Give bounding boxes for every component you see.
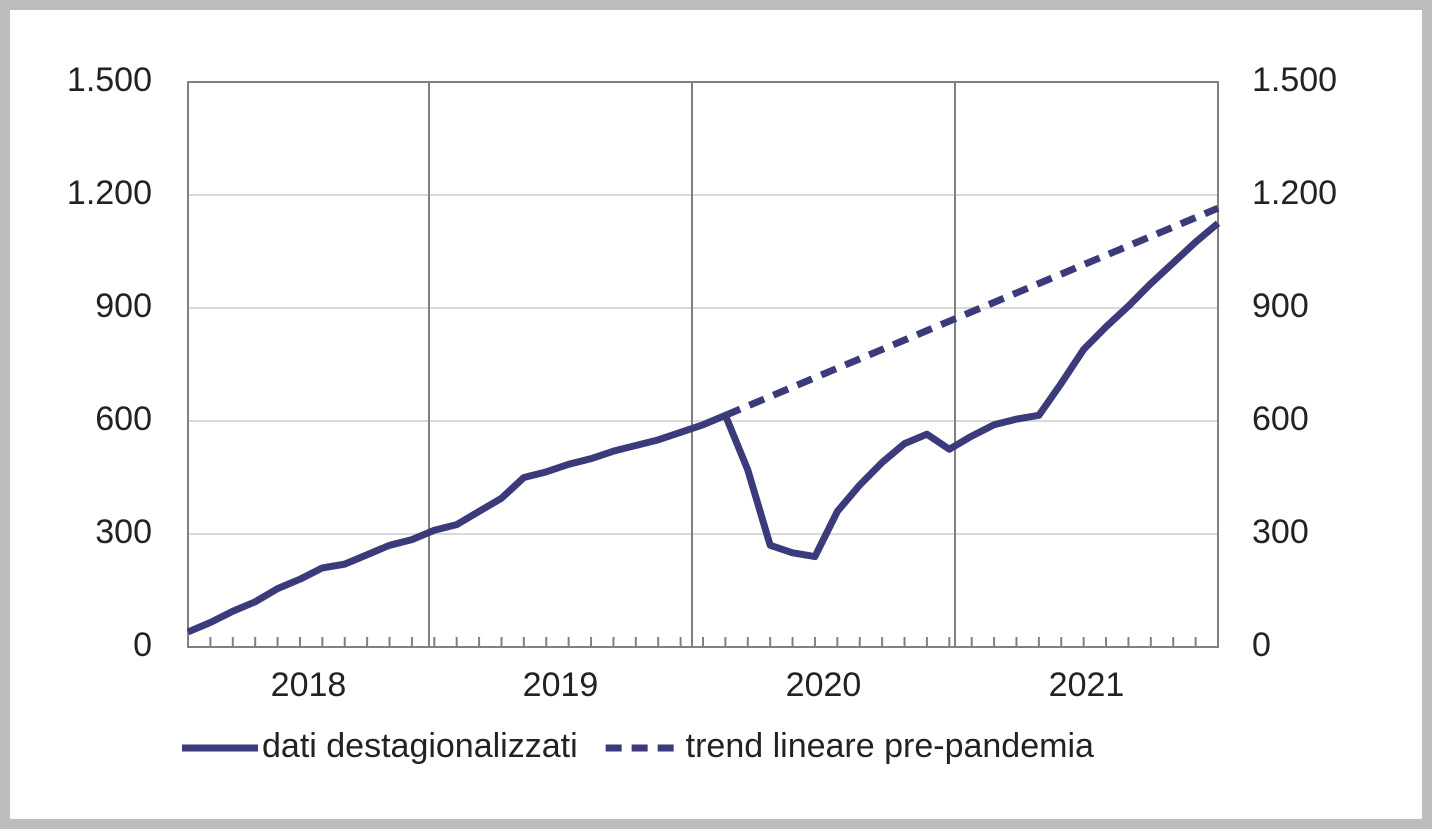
- y-tick-label: 0: [133, 626, 152, 664]
- y2-tick-label: 300: [1252, 513, 1309, 551]
- legend-label: trend lineare pre-pandemia: [686, 727, 1094, 765]
- y-tick-label: 900: [95, 287, 152, 325]
- legend-label: dati destagionalizzati: [262, 727, 578, 765]
- x-group-label: 2020: [786, 666, 862, 704]
- x-group-label: 2018: [271, 666, 347, 704]
- series-line: [186, 220, 1221, 636]
- series-line: [724, 204, 1220, 419]
- y2-tick-label: 900: [1252, 287, 1309, 325]
- y2-tick-label: 1.500: [1252, 61, 1337, 99]
- y-tick-label: 600: [95, 400, 152, 438]
- y2-tick-label: 1.200: [1252, 174, 1337, 212]
- y-tick-label: 1.200: [67, 174, 152, 212]
- plot-border: [187, 81, 1219, 648]
- y2-tick-label: 600: [1252, 400, 1309, 438]
- x-group-label: 2019: [523, 666, 599, 704]
- x-group-label: 2021: [1049, 666, 1125, 704]
- y-tick-label: 1.500: [67, 61, 152, 99]
- y-tick-label: 300: [95, 513, 152, 551]
- y2-tick-label: 0: [1252, 626, 1271, 664]
